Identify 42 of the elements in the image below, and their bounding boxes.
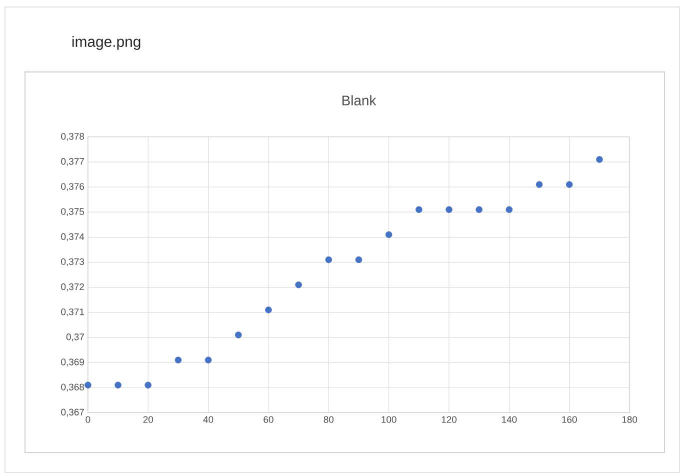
- point: [235, 332, 242, 338]
- point: [84, 382, 92, 388]
- x-tick-label: 100: [382, 416, 396, 423]
- point: [536, 181, 543, 188]
- y-tick-label: 0,378: [61, 132, 84, 141]
- point: [416, 206, 422, 213]
- x-tick-label: 60: [264, 416, 274, 423]
- point: [476, 206, 482, 213]
- x-tick-label: 20: [143, 416, 154, 423]
- y-tick-label: 0,375: [61, 208, 84, 216]
- point: [144, 382, 152, 388]
- point: [265, 306, 272, 314]
- chart-title: Blank: [342, 95, 376, 106]
- y-tick-label: 0,371: [61, 308, 84, 316]
- point: [295, 281, 302, 288]
- point: [355, 256, 362, 264]
- x-tick-label: 140: [502, 416, 517, 423]
- point: [174, 356, 182, 364]
- y-tick-label: 0,367: [61, 408, 84, 417]
- x-tick-label: 40: [203, 416, 214, 423]
- y-tick-label: 0,376: [61, 183, 84, 191]
- x-tick-label: 160: [562, 416, 577, 423]
- point: [204, 356, 212, 364]
- y-tick-label: 0,377: [61, 158, 84, 166]
- point: [385, 231, 392, 238]
- x-tick-label: 0: [86, 416, 90, 423]
- point: [325, 256, 332, 264]
- y-tick-label: 0,374: [61, 233, 84, 242]
- y-tick-label: 0,368: [61, 384, 84, 392]
- point: [446, 206, 452, 213]
- y-tick-label: 0,369: [61, 358, 84, 366]
- point: [114, 382, 122, 388]
- y-tick-label: 0,373: [61, 258, 84, 266]
- x-tick-label: 80: [324, 416, 334, 423]
- point: [506, 206, 513, 213]
- point: [566, 181, 573, 188]
- text: image.png: [72, 36, 140, 50]
- x-tick-label: 120: [442, 416, 457, 423]
- point: [596, 156, 603, 163]
- y-tick-label: 0,372: [61, 283, 84, 292]
- y-tick-label: 0,37: [66, 334, 84, 342]
- x-tick-label: 180: [622, 416, 638, 423]
